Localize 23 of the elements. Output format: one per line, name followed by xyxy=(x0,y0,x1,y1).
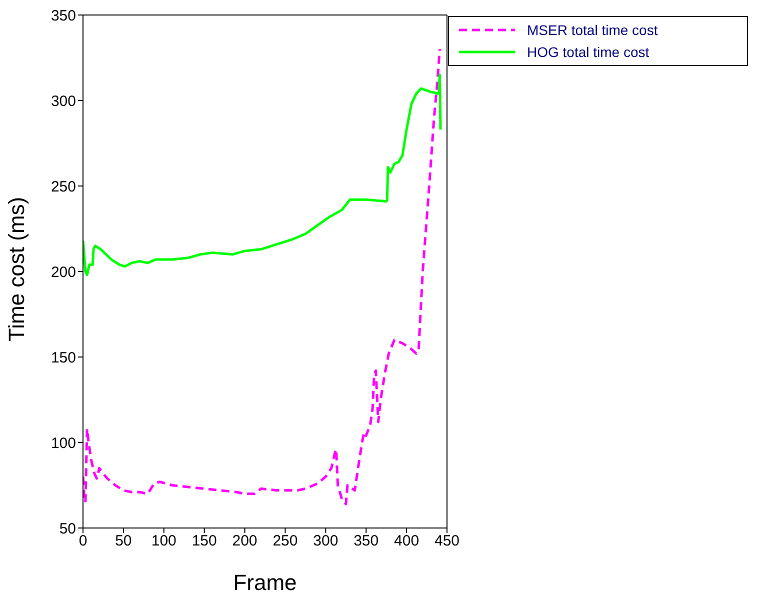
x-tick-label: 100 xyxy=(151,532,176,550)
x-tick-label: 50 xyxy=(115,532,132,550)
x-tick-label: 250 xyxy=(272,532,298,550)
legend-label: MSER total time cost xyxy=(527,22,658,38)
legend-label: HOG total time cost xyxy=(527,44,650,60)
y-tick-label: 250 xyxy=(50,178,76,196)
y-tick-label: 300 xyxy=(50,92,76,110)
line-series xyxy=(83,74,442,276)
x-tick-label: 350 xyxy=(354,532,379,550)
x-tick-label: 150 xyxy=(192,532,217,550)
line-series xyxy=(83,48,441,506)
x-tick-label: 200 xyxy=(232,532,258,550)
x-tick-label: 450 xyxy=(434,532,460,550)
x-tick-label: 300 xyxy=(313,532,338,550)
x-tick-label: 400 xyxy=(394,532,420,550)
x-tick-label: 0 xyxy=(78,532,88,550)
x-axis-title: Frame xyxy=(233,570,297,595)
y-axis-title: Time cost (ms) xyxy=(4,196,29,342)
y-tick-label: 50 xyxy=(59,520,76,538)
y-tick-label: 100 xyxy=(50,434,76,452)
y-tick-label: 200 xyxy=(50,264,76,281)
y-tick-label: 150 xyxy=(50,349,76,366)
y-tick-label: 350 xyxy=(50,7,76,24)
